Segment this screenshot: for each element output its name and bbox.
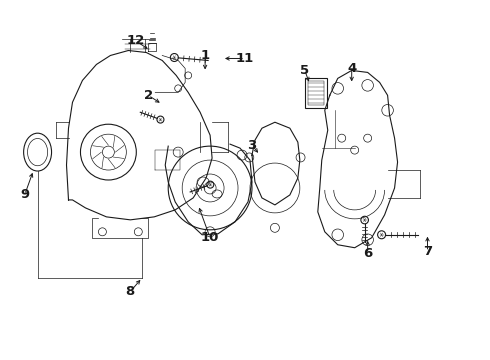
Text: 11: 11 (236, 52, 254, 65)
Text: 10: 10 (201, 231, 220, 244)
Text: 9: 9 (20, 188, 29, 202)
Text: 12: 12 (126, 34, 145, 47)
Text: 1: 1 (200, 49, 210, 62)
Bar (308, 81, 324, 105)
Text: 5: 5 (300, 64, 309, 77)
Text: 8: 8 (126, 285, 135, 298)
Text: 4: 4 (347, 62, 356, 75)
Text: 2: 2 (144, 89, 153, 102)
Text: 6: 6 (363, 247, 372, 260)
Text: 3: 3 (247, 139, 257, 152)
Bar (305, 78, 327, 108)
Text: 7: 7 (423, 245, 432, 258)
